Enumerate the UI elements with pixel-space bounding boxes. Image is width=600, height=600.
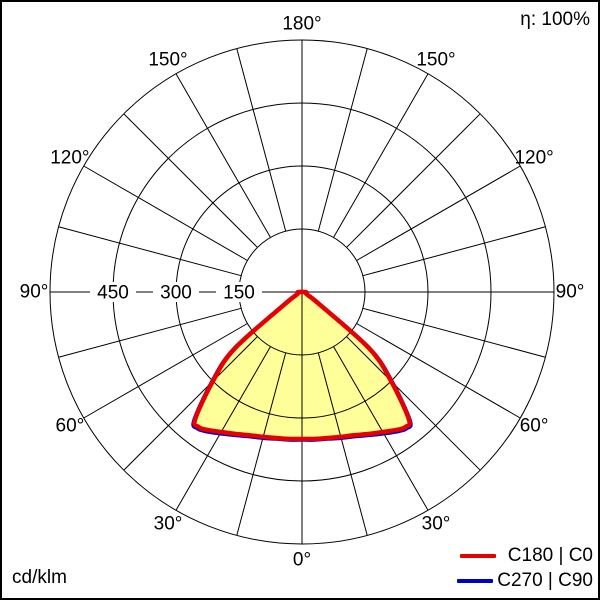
angle-label: 90° bbox=[20, 282, 49, 303]
angle-label: 0° bbox=[293, 550, 311, 571]
radial-grid-line bbox=[346, 336, 481, 471]
radial-grid-line bbox=[123, 113, 258, 248]
legend-label-c90: C270 | C90 bbox=[497, 570, 593, 591]
radial-grid-line bbox=[175, 73, 271, 238]
intensity-curve-c180-c0 bbox=[192, 289, 412, 442]
angle-label: 150° bbox=[148, 49, 187, 70]
angle-label: 60° bbox=[56, 416, 85, 437]
radial-grid-line bbox=[83, 323, 248, 419]
tick-label-bg bbox=[216, 282, 262, 302]
tick-label-bg bbox=[90, 282, 136, 302]
radial-tick-label: 300 bbox=[160, 283, 192, 304]
legend-line-red bbox=[459, 554, 496, 558]
angle-label: 30° bbox=[422, 514, 451, 535]
radial-grid-line bbox=[236, 352, 287, 536]
angle-label: 30° bbox=[154, 514, 183, 535]
radial-grid-line bbox=[58, 307, 242, 358]
radial-grid-line bbox=[236, 48, 287, 232]
radial-grid-line bbox=[317, 352, 368, 536]
radial-grid-line bbox=[333, 346, 429, 511]
radial-tick-label: 450 bbox=[97, 283, 129, 304]
efficiency-label: η: 100% bbox=[520, 9, 590, 30]
radial-grid-line bbox=[58, 226, 242, 277]
legend-label-c0: C180 | C0 bbox=[507, 545, 593, 566]
radial-grid-line bbox=[362, 226, 546, 277]
radial-grid-line bbox=[123, 336, 258, 471]
legend-line-blue bbox=[457, 579, 494, 583]
radial-tick-label: 150 bbox=[223, 283, 255, 304]
angle-label: 90° bbox=[556, 282, 585, 303]
radial-grid-line bbox=[356, 323, 521, 419]
radial-grid-line bbox=[356, 165, 521, 261]
unit-label: cd/klm bbox=[12, 567, 67, 588]
angle-label: 120° bbox=[514, 148, 553, 169]
legend-item-c90: C270 | C90 bbox=[457, 570, 593, 592]
radial-grid-line bbox=[83, 165, 248, 261]
radial-grid-line bbox=[317, 48, 368, 232]
radial-grid-line bbox=[362, 307, 546, 358]
tick-label-bg bbox=[153, 282, 199, 302]
angle-label: 150° bbox=[416, 49, 455, 70]
legend-item-c0: C180 | C0 bbox=[459, 545, 593, 567]
angle-label: 120° bbox=[50, 148, 89, 169]
radial-grid-line bbox=[333, 73, 429, 238]
radial-grid-line bbox=[346, 113, 481, 248]
radial-grid-line bbox=[175, 346, 271, 511]
legend: C180 | C0 C270 | C90 bbox=[457, 545, 593, 592]
angle-label: 180° bbox=[282, 14, 321, 35]
angle-label: 60° bbox=[520, 416, 549, 437]
